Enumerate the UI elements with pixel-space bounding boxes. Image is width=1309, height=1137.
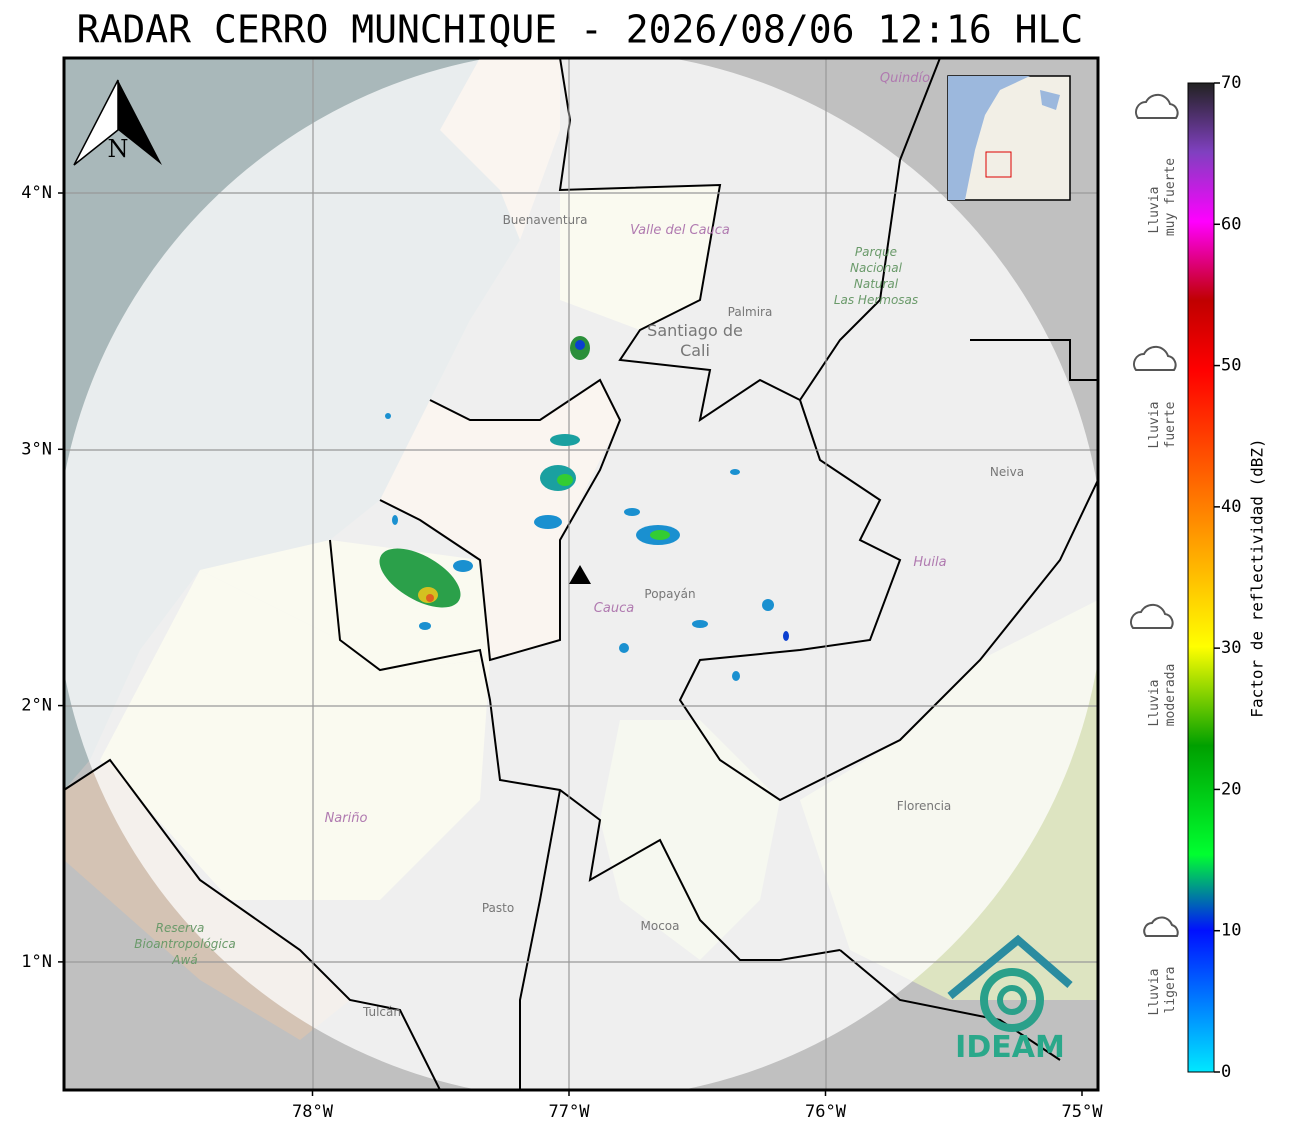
lat-tick-label: 4°N: [21, 183, 52, 203]
place-label: Buenaventura: [503, 213, 588, 227]
graticule: [64, 58, 1098, 1090]
lat-tick-label: 3°N: [21, 439, 52, 459]
lat-tick-label: 1°N: [21, 952, 52, 972]
lon-tick-label: 78°W: [292, 1102, 334, 1122]
rain-category: muy fuerte: [1163, 158, 1178, 236]
logo: IDEAM: [947, 934, 1073, 1065]
rain-categories: Lluvia muy fuerte Lluvia fuerte Lluvia m…: [1130, 93, 1179, 1016]
place-label: Bioantropológica: [134, 937, 235, 951]
place-label: Florencia: [897, 799, 952, 813]
place-label: Pasto: [482, 901, 514, 915]
place-label: Santiago de: [647, 321, 743, 340]
colorbar-tick-label: 30: [1221, 638, 1241, 658]
rain-category: Lluvia: [1147, 187, 1162, 234]
rain-category: fuerte: [1163, 401, 1178, 448]
north-arrow: N: [73, 79, 162, 166]
place-label: Nacional: [850, 261, 903, 275]
north-label: N: [108, 135, 129, 163]
place-label: Neiva: [990, 465, 1024, 479]
place-label: Quindío: [880, 71, 930, 86]
rain-category: Lluvia: [1147, 969, 1162, 1016]
place-label: Valle del Cauca: [630, 223, 730, 238]
lon-tick-label: 76°W: [805, 1102, 847, 1122]
place-label: Cali: [680, 341, 710, 360]
radar-echoes: [379, 336, 789, 681]
place-label: Huila: [913, 555, 946, 570]
map: Buenaventura Valle del Cauca Palmira San…: [64, 58, 1098, 1090]
rain-category: ligera: [1163, 967, 1178, 1014]
rain-category: moderada: [1163, 664, 1178, 727]
place-label: Awá: [171, 953, 197, 967]
colorbar-tick-label: 10: [1221, 921, 1241, 941]
rain-category: Lluvia: [1147, 680, 1162, 727]
colorbar-tick-label: 40: [1221, 497, 1241, 517]
place-label: Cauca: [594, 601, 634, 616]
logo-text: IDEAM: [955, 1030, 1065, 1065]
colorbar-tick-label: 70: [1221, 73, 1241, 93]
place-label: Tulcán: [362, 1005, 401, 1019]
colorbar-tick-label: 0: [1221, 1062, 1231, 1082]
place-label: Palmira: [728, 305, 773, 319]
place-label: Nariño: [325, 811, 368, 826]
colorbar-tick-label: 20: [1221, 779, 1241, 799]
place-label: Natural: [854, 277, 899, 291]
place-label: Las Hermosas: [834, 293, 918, 307]
colorbar-label: Factor de reflectividad (dBZ): [1248, 438, 1267, 717]
lon-tick-label: 77°W: [549, 1102, 591, 1122]
radar-site: [569, 565, 591, 584]
place-label: Parque: [855, 245, 897, 259]
title: RADAR CERRO MUNCHIQUE - 2026/08/06 12:16…: [77, 8, 1084, 52]
lat-tick-label: 2°N: [21, 696, 52, 716]
place-label: Reserva: [156, 921, 205, 935]
colorbar-tick-label: 60: [1221, 214, 1241, 234]
lon-tick-label: 75°W: [1062, 1102, 1104, 1122]
colorbar-tick-label: 50: [1221, 356, 1241, 376]
map-frame: [62, 56, 1100, 1092]
place-label: Popayán: [644, 587, 695, 601]
rain-category: Lluvia: [1147, 402, 1162, 449]
inset-map: [947, 75, 1071, 201]
place-label: Mocoa: [641, 919, 680, 933]
colorbar: [1187, 82, 1215, 1073]
